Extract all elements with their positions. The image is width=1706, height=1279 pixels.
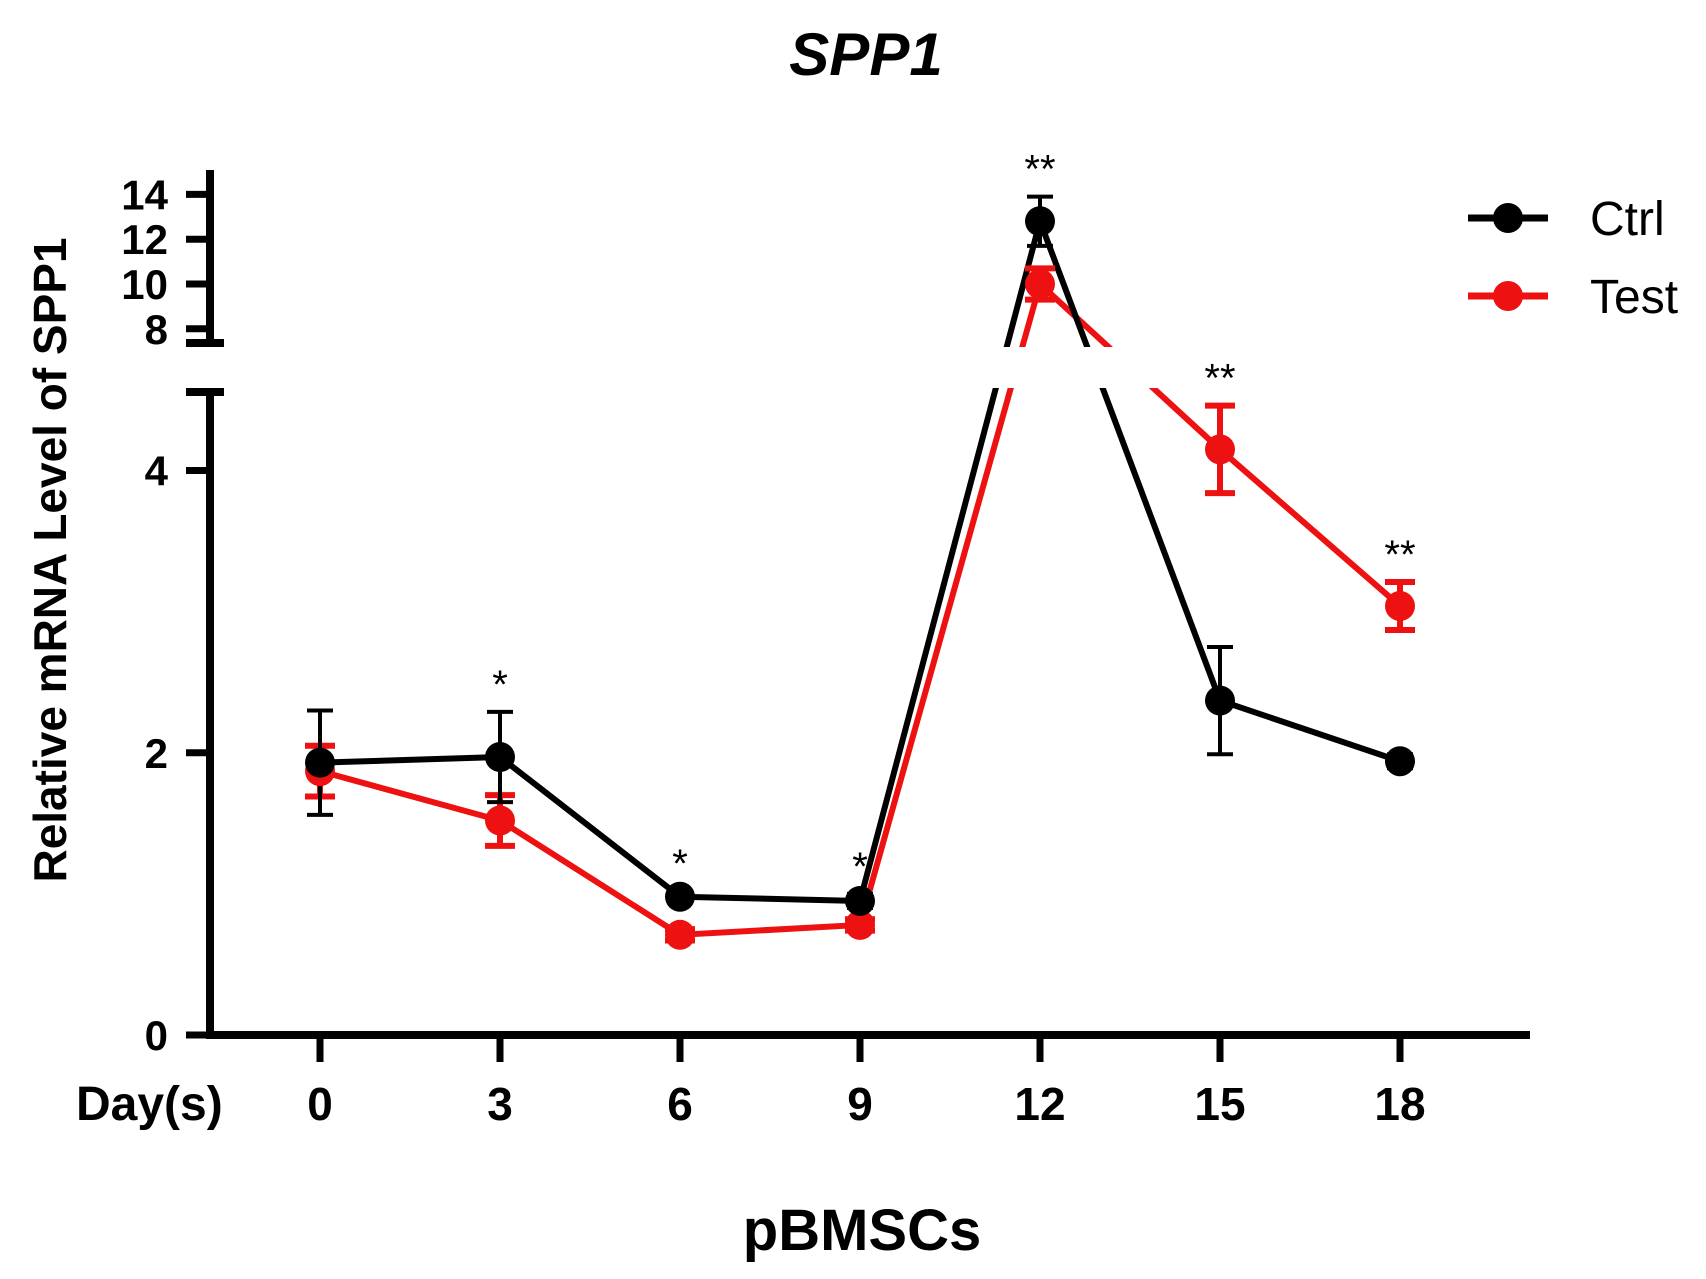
x-tick-label: 12 (1014, 1078, 1065, 1130)
y-tick-label: 4 (145, 448, 169, 495)
significance-marker: * (672, 842, 688, 886)
data-point-test (1385, 591, 1415, 622)
x-tick-label: 3 (487, 1078, 513, 1130)
x-axis-prefix-label: Day(s) (76, 1078, 223, 1131)
data-point-test (485, 805, 515, 836)
data-point-ctrl (1025, 206, 1055, 237)
legend-item-ctrl: Ctrl (1468, 193, 1665, 246)
series-line-test (319, 281, 1402, 938)
significance-marker: ** (1024, 148, 1055, 192)
significance-markers: ** ******* (492, 148, 1415, 889)
series-line-ctrl (319, 218, 1401, 904)
y-tick-label: 12 (121, 216, 168, 263)
x-tick-label: 6 (667, 1078, 693, 1130)
data-point-ctrl (305, 747, 335, 778)
data-points (305, 206, 1415, 950)
significance-marker: * (852, 845, 868, 889)
axis-break-gap (960, 347, 1160, 388)
data-point-ctrl (845, 885, 875, 916)
chart-title: SPP1 (789, 21, 942, 88)
significance-marker: * (492, 663, 508, 707)
significance-marker: ** (1204, 357, 1235, 401)
data-point-ctrl (485, 742, 515, 773)
legend-label: Ctrl (1590, 193, 1665, 246)
x-axis-label: pBMSCs (743, 1198, 981, 1263)
data-point-ctrl (1385, 746, 1415, 777)
legend-marker (1493, 281, 1523, 311)
legend-item-test: Test (1468, 271, 1678, 324)
x-tick-label: 15 (1194, 1078, 1245, 1130)
y-tick-label: 2 (145, 730, 168, 777)
y-tick-label: 10 (121, 261, 168, 308)
y-tick-label: 8 (145, 306, 168, 353)
x-tick-label: 0 (307, 1078, 333, 1130)
legend-marker (1493, 203, 1523, 233)
data-point-test (1205, 434, 1235, 465)
series-lines (319, 218, 1402, 938)
data-point-test (665, 919, 695, 950)
data-point-ctrl (1205, 685, 1235, 716)
error-bars (305, 194, 1415, 944)
data-point-ctrl (665, 881, 695, 912)
significance-marker: ** (1384, 533, 1415, 577)
data-point-test (1025, 269, 1055, 299)
y-axis-label: Relative mRNA Level of SPP1 (24, 237, 76, 882)
legend: Ctrl Test (1468, 193, 1678, 324)
x-tick-label: 9 (847, 1078, 873, 1130)
data-point-test (845, 909, 875, 940)
legend-label: Test (1590, 271, 1678, 324)
y-tick-label: 0 (145, 1012, 168, 1059)
x-tick-label: 18 (1374, 1078, 1425, 1130)
y-tick-label: 14 (121, 171, 168, 218)
